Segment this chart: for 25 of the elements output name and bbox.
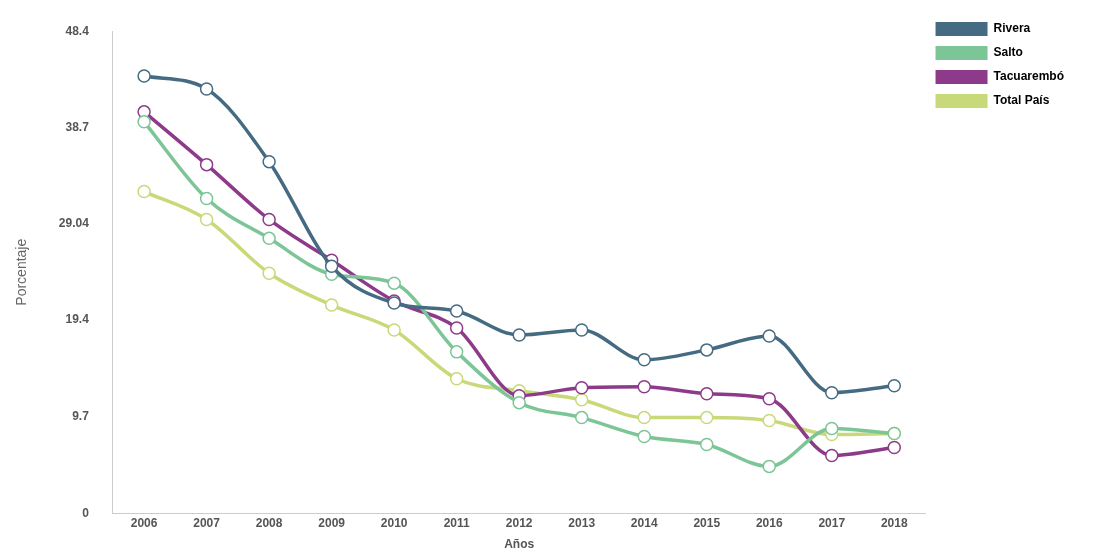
y-axis-title: Porcentaje (13, 238, 30, 306)
x-tick-label: 2006 (130, 515, 158, 530)
y-tick-label: 19.4 (65, 312, 90, 327)
x-tick-label: 2018 (880, 515, 908, 530)
y-tick-label: 29.04 (58, 216, 90, 231)
x-axis-title: Años (504, 537, 535, 552)
legend-label: Salto (993, 45, 1023, 60)
x-tick-label: 2008 (255, 515, 283, 530)
x-tick-label: 2007 (193, 515, 221, 530)
x-tick-label: 2016 (755, 515, 783, 530)
x-tick-label: 2009 (318, 515, 346, 530)
y-tick-label: 38.7 (65, 120, 90, 135)
legend-label: Total País (993, 93, 1050, 108)
x-tick-label: 2014 (630, 515, 658, 530)
x-tick-label: 2012 (505, 515, 533, 530)
legend-label: Tacuarembó (993, 69, 1064, 84)
x-tick-label: 2010 (380, 515, 408, 530)
y-tick-label: 9.7 (72, 408, 90, 423)
x-tick-label: 2017 (818, 515, 846, 530)
legend-label: Rivera (993, 21, 1031, 36)
x-tick-label: 2011 (443, 515, 470, 530)
y-tick-label: 0 (82, 505, 90, 520)
x-tick-label: 2013 (568, 515, 596, 530)
y-tick-label: 48.4 (65, 23, 90, 38)
x-tick-label: 2015 (693, 515, 721, 530)
